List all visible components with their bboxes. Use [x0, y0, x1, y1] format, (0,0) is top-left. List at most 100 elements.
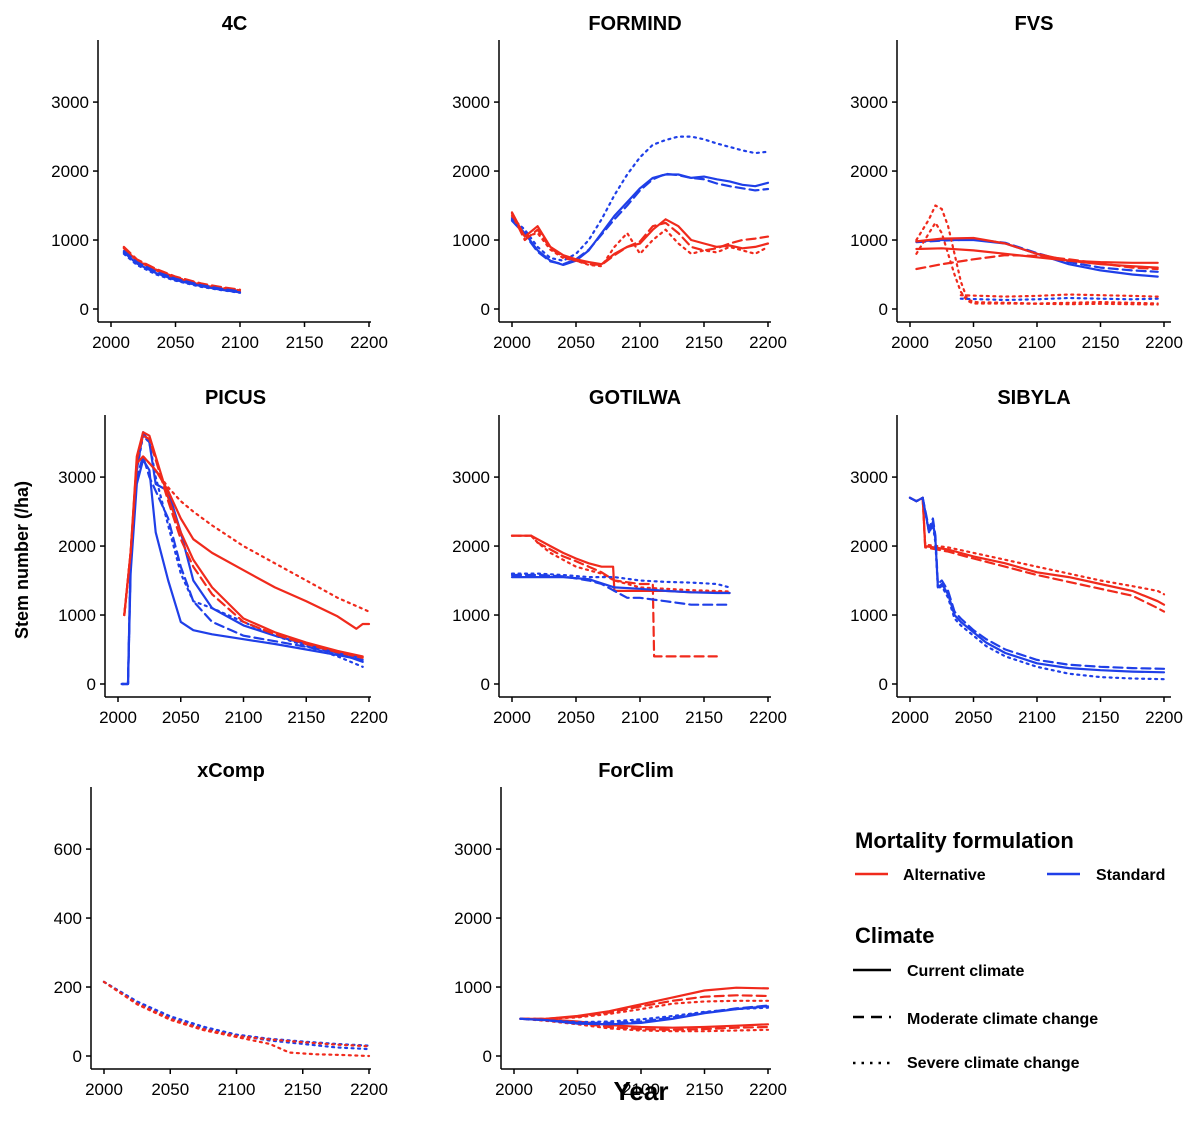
series-line-alternative-severe [959, 293, 1159, 298]
series-line-alternative-severe [915, 204, 1159, 305]
x-tick-label: 2050 [557, 708, 595, 727]
panel-formind: FORMIND 0 1000 2000 3000 2000 2050 2100 2150 2200 [452, 13, 787, 352]
x-tick-label: 2200 [1145, 708, 1183, 727]
panel-title: PICUS [205, 387, 266, 409]
series-line-alternative-current [122, 247, 242, 293]
x-tick-label: 2150 [287, 708, 325, 727]
y-tick-label: 1000 [452, 231, 490, 250]
series-line-alternative-severe [102, 980, 371, 1058]
y-tick-label: 200 [54, 978, 82, 997]
series-line-alternative-current [915, 247, 1159, 269]
x-tick-label: 2200 [350, 333, 388, 352]
series-line-standard-current [510, 575, 731, 595]
x-tick-label: 2050 [151, 1080, 189, 1099]
series-line-standard-moderate [908, 496, 1166, 670]
x-tick-label: 2150 [1082, 333, 1120, 352]
y-tick-label: 0 [80, 300, 89, 319]
legend: Mortality formulation Alternative Standa… [853, 828, 1165, 1072]
x-tick-label: 2050 [157, 333, 195, 352]
y-tick-label: 2000 [850, 162, 888, 181]
series-line-alternative-severe [908, 496, 1166, 596]
y-tick-label: 2000 [51, 162, 89, 181]
x-tick-label: 2150 [1082, 708, 1120, 727]
series-line-alternative-severe [510, 214, 770, 268]
series-line-alternative-current [510, 211, 770, 266]
series-line-alternative-severe [510, 534, 731, 593]
x-tick-label: 2150 [286, 333, 324, 352]
series-line-standard-current [120, 431, 364, 686]
x-tick-label: 2000 [493, 708, 531, 727]
legend-climate-title: Climate [855, 923, 934, 948]
x-tick-label: 2000 [493, 333, 531, 352]
y-tick-label: 1000 [58, 606, 96, 625]
x-tick-label: 2050 [955, 333, 993, 352]
x-tick-label: 2150 [284, 1080, 322, 1099]
legend-label-moderate: Moderate climate change [907, 1011, 1098, 1028]
series-line-alternative-current [915, 236, 1159, 264]
y-tick-label: 3000 [452, 468, 490, 487]
x-tick-label: 2100 [1018, 333, 1056, 352]
y-tick-label: 0 [73, 1047, 82, 1066]
y-tick-label: 0 [481, 675, 490, 694]
series-line-standard-moderate [510, 573, 731, 606]
y-tick-label: 400 [54, 909, 82, 928]
x-tick-label: 2100 [218, 1080, 256, 1099]
x-tick-label: 2000 [891, 333, 929, 352]
x-tick-label: 2050 [162, 708, 200, 727]
panel-title: FVS [1015, 13, 1054, 35]
series-line-standard-severe [959, 296, 1159, 302]
legend-label-current: Current climate [907, 963, 1024, 980]
series-line-standard-current [122, 251, 242, 294]
panel-forclim: ForClim 0 1000 2000 3000 2000 2050 2100 2150 2200 [454, 760, 787, 1099]
series-line-standard-moderate [122, 250, 242, 293]
x-tick-label: 2200 [749, 333, 787, 352]
x-tick-label: 2100 [621, 708, 659, 727]
x-tick-label: 2000 [495, 1080, 533, 1099]
series-line-alternative-moderate [519, 994, 770, 1020]
y-tick-label: 1000 [454, 978, 492, 997]
x-tick-label: 2200 [350, 1080, 388, 1099]
panel-fvs: FVS 0 1000 2000 3000 2000 2050 2100 2150 2200 [850, 13, 1183, 352]
y-tick-label: 3000 [51, 93, 89, 112]
y-tick-label: 2000 [850, 537, 888, 556]
series-line-alternative-moderate [510, 534, 718, 658]
y-tick-label: 600 [54, 840, 82, 859]
series-line-alternative-current [519, 986, 770, 1020]
panel-title: 4C [222, 13, 248, 35]
x-tick-label: 2100 [621, 333, 659, 352]
x-tick-label: 2200 [749, 708, 787, 727]
y-tick-label: 0 [481, 300, 490, 319]
x-tick-label: 2050 [955, 708, 993, 727]
y-tick-label: 2000 [452, 537, 490, 556]
series-line-alternative-moderate [123, 434, 364, 659]
y-tick-label: 2000 [58, 537, 96, 556]
y-tick-label: 3000 [850, 93, 888, 112]
y-tick-label: 0 [879, 675, 888, 694]
y-tick-label: 0 [879, 300, 888, 319]
panel-sibyla: SIBYLA 0 1000 2000 3000 2000 2050 2100 2150 2200 [850, 387, 1183, 727]
y-tick-label: 1000 [850, 606, 888, 625]
y-axis-label: Stem number (/ha) [12, 481, 32, 639]
series-line-alternative-severe [122, 246, 242, 292]
legend-mortality-title: Mortality formulation [855, 828, 1074, 853]
series-line-standard-severe [510, 572, 731, 589]
x-tick-label: 2150 [686, 1080, 724, 1099]
y-tick-label: 3000 [850, 468, 888, 487]
y-tick-label: 1000 [51, 231, 89, 250]
series-line-alternative-severe [123, 455, 371, 617]
x-tick-label: 2100 [225, 708, 263, 727]
x-tick-label: 2000 [85, 1080, 123, 1099]
series-line-standard-severe [102, 980, 371, 1047]
x-tick-label: 2000 [891, 708, 929, 727]
series-line-standard-moderate [510, 172, 770, 266]
x-tick-label: 2200 [350, 708, 388, 727]
series-line-standard-current [510, 173, 770, 266]
y-tick-label: 2000 [454, 909, 492, 928]
y-tick-label: 3000 [452, 93, 490, 112]
series-line-alternative-moderate [510, 212, 770, 266]
y-tick-label: 2000 [452, 162, 490, 181]
y-tick-label: 1000 [452, 606, 490, 625]
